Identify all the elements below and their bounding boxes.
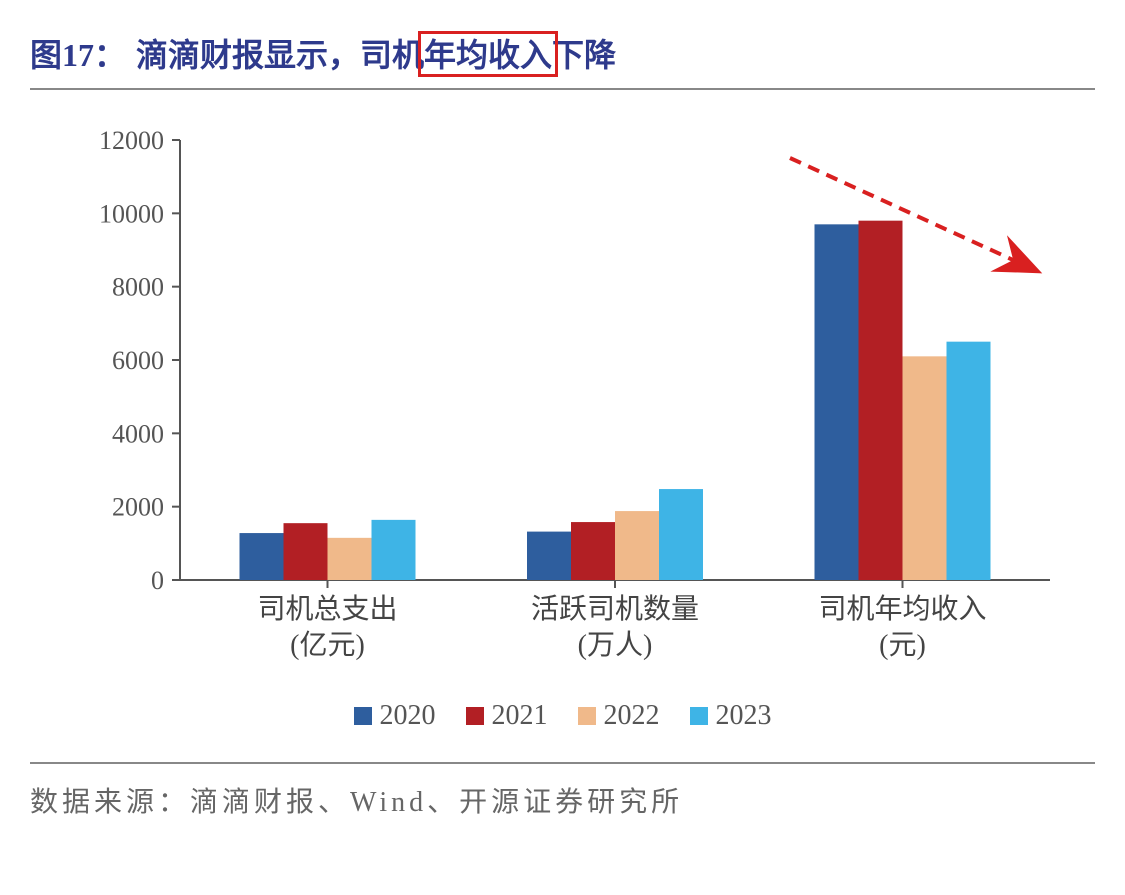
divider-bottom <box>30 762 1095 764</box>
bar <box>328 538 372 580</box>
title-highlight-text: 年均收入 <box>424 37 552 73</box>
chart-svg: 0 2000 4000 6000 8000 10000 12000 司机总支出 (亿元) 活跃司机… <box>70 120 1070 680</box>
divider-top <box>30 88 1095 90</box>
figure-number: 图17： <box>30 30 126 76</box>
svg-text:8000: 8000 <box>112 273 164 302</box>
legend-label: 2020 <box>380 700 436 732</box>
svg-text:(亿元): (亿元) <box>290 629 365 661</box>
data-source: 数据来源：滴滴财报、Wind、开源证券研究所 <box>30 780 1095 820</box>
svg-text:6000: 6000 <box>112 346 164 375</box>
legend-item: 2022 <box>578 700 660 732</box>
title-pre: 滴滴财报显示，司机 <box>136 37 424 73</box>
bar <box>903 356 947 580</box>
legend-swatch <box>690 707 708 725</box>
legend-item: 2023 <box>690 700 772 732</box>
svg-text:司机总支出: 司机总支出 <box>257 593 397 625</box>
bar <box>615 511 659 580</box>
figure-title-row: 图17： 滴滴财报显示，司机年均收入下降 <box>30 30 1095 76</box>
svg-text:(元): (元) <box>879 630 926 661</box>
source-label: 数据来源： <box>30 787 190 818</box>
legend-label: 2021 <box>492 700 548 732</box>
title-post: 下降 <box>552 37 616 73</box>
svg-text:司机年均收入: 司机年均收入 <box>818 593 986 625</box>
bar <box>284 523 328 580</box>
chart-legend: 2020 2021 2022 2023 <box>30 700 1095 732</box>
svg-text:0: 0 <box>151 566 164 595</box>
bar <box>859 221 903 580</box>
svg-text:10000: 10000 <box>99 199 164 228</box>
svg-text:(万人): (万人) <box>578 630 653 661</box>
legend-swatch <box>466 707 484 725</box>
bar <box>240 533 284 580</box>
legend-item: 2021 <box>466 700 548 732</box>
legend-swatch <box>354 707 372 725</box>
legend-label: 2022 <box>604 700 660 732</box>
bar <box>372 520 416 580</box>
figure-title: 滴滴财报显示，司机年均收入下降 <box>136 30 616 76</box>
bar <box>571 522 615 580</box>
bar <box>659 489 703 580</box>
svg-text:2000: 2000 <box>112 493 164 522</box>
svg-text:4000: 4000 <box>112 419 164 448</box>
legend-label: 2023 <box>716 700 772 732</box>
bar <box>815 224 859 580</box>
legend-swatch <box>578 707 596 725</box>
bar-chart: 0 2000 4000 6000 8000 10000 12000 司机总支出 (亿元) 活跃司机… <box>70 120 1070 680</box>
legend-item: 2020 <box>354 700 436 732</box>
source-text: 滴滴财报、Wind、开源证券研究所 <box>190 787 683 818</box>
bar <box>947 342 991 580</box>
bar <box>527 532 571 580</box>
svg-text:活跃司机数量: 活跃司机数量 <box>531 593 699 625</box>
svg-text:12000: 12000 <box>99 126 164 155</box>
